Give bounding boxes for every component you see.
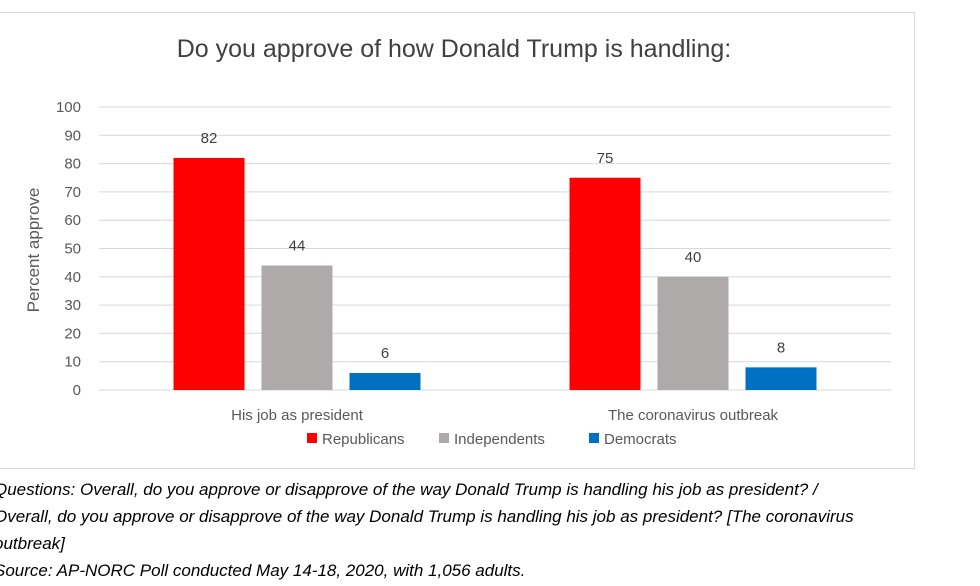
y-axis-label: Percent approve (24, 188, 43, 313)
source-note: Source: AP-NORC Poll conducted May 14-18… (0, 561, 526, 580)
y-tick-label: 30 (64, 297, 81, 314)
data-label: 40 (685, 249, 702, 266)
y-tick-label: 20 (64, 325, 81, 342)
data-label: 6 (381, 345, 389, 362)
bar-chart: Do you approve of how Donald Trump is ha… (24, 35, 891, 448)
question-note-line-1: Questions: Overall, do you approve or di… (0, 480, 818, 499)
legend: Republicans Independents Democrats (307, 431, 677, 448)
y-tick-label: 60 (64, 212, 81, 229)
legend-label-independents: Independents (454, 431, 545, 448)
y-tick-label: 50 (64, 241, 81, 258)
data-label: 75 (597, 150, 614, 167)
data-label: 8 (777, 339, 785, 356)
chart-title: Do you approve of how Donald Trump is ha… (177, 35, 732, 63)
chart-area: Do you approve of how Donald Trump is ha… (0, 12, 915, 469)
legend-swatch-republicans (307, 433, 317, 443)
bar-independents-1 (261, 265, 333, 390)
bar-republicans-1 (173, 157, 245, 390)
y-tick-label: 0 (73, 382, 81, 399)
bars (173, 157, 817, 390)
bar-democrats-2 (745, 367, 817, 390)
footnotes: Questions: Overall, do you approve or di… (0, 476, 980, 584)
bar-independents-2 (657, 276, 729, 390)
data-label: 82 (201, 130, 218, 147)
x-tick-label: His job as president (231, 407, 364, 424)
y-tick-label: 70 (64, 184, 81, 201)
x-axis-ticks: His job as president The coronavirus outb… (231, 407, 778, 424)
y-tick-label: 100 (56, 99, 81, 116)
y-tick-label: 10 (64, 354, 81, 371)
y-tick-label: 40 (64, 269, 81, 286)
question-note-line-3: outbreak] (0, 534, 65, 553)
data-label: 44 (289, 237, 306, 254)
y-tick-label: 90 (64, 127, 81, 144)
y-tick-label: 80 (64, 156, 81, 173)
x-tick-label: The coronavirus outbreak (608, 407, 779, 424)
legend-label-democrats: Democrats (604, 431, 677, 448)
y-axis-ticks: 0 10 20 30 40 50 60 70 80 90 100 (56, 99, 81, 399)
legend-label-republicans: Republicans (322, 431, 405, 448)
question-note-line-2: Overall, do you approve or disapprove of… (0, 507, 854, 526)
data-labels: 82 44 6 75 40 8 (201, 130, 786, 362)
bar-republicans-2 (569, 177, 641, 390)
bar-democrats-1 (349, 373, 421, 390)
legend-swatch-democrats (589, 433, 599, 443)
legend-swatch-independents (439, 433, 449, 443)
